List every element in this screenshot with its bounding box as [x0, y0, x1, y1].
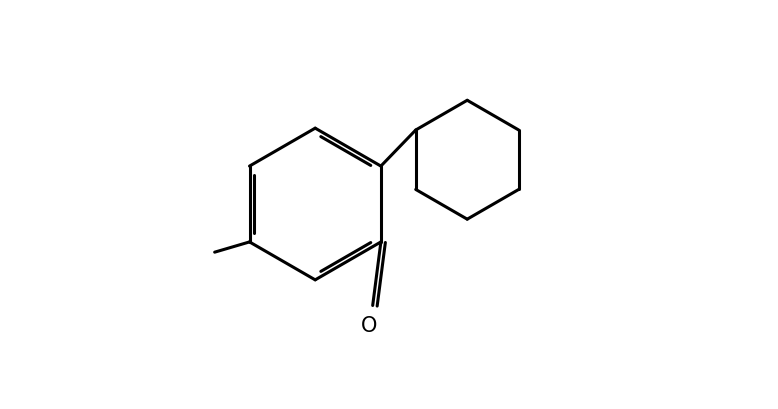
Text: O: O	[360, 315, 377, 335]
